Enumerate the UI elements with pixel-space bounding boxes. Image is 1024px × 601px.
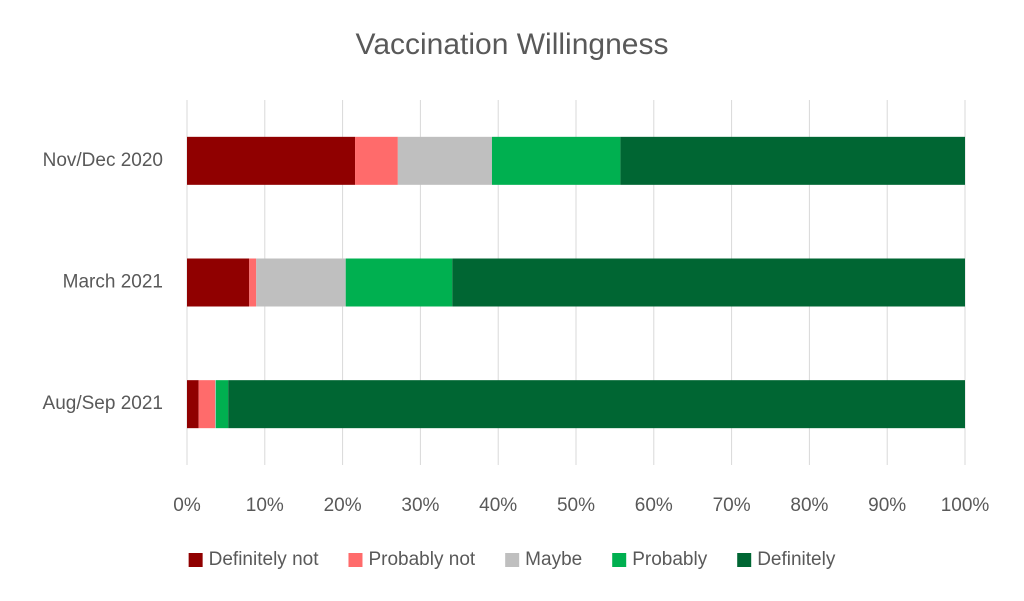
bar-segment	[187, 258, 250, 307]
bar-segment	[187, 380, 199, 429]
legend-swatch	[737, 553, 752, 567]
legend-label: Maybe	[525, 549, 582, 570]
legend-swatch	[188, 553, 203, 567]
legend-label: Definitely	[757, 549, 836, 570]
x-tick-label: 100%	[941, 495, 990, 516]
x-tick-label: 20%	[324, 495, 362, 516]
bar-segment	[345, 258, 453, 307]
x-tick-label: 0%	[173, 495, 201, 516]
bar-segment	[215, 380, 216, 429]
legend-swatch	[505, 553, 520, 567]
x-tick-label: 80%	[790, 495, 828, 516]
bar-segment	[491, 136, 621, 185]
x-tick-label: 70%	[713, 495, 751, 516]
bar-segment	[215, 380, 229, 429]
x-tick-label: 40%	[479, 495, 517, 516]
bar-segment	[187, 136, 356, 185]
legend-label: Probably not	[368, 549, 475, 570]
x-tick-label: 90%	[868, 495, 906, 516]
x-tick-label: 60%	[635, 495, 673, 516]
bar-segment	[452, 258, 966, 307]
y-tick-label: March 2021	[63, 272, 163, 293]
bar-segment	[355, 136, 398, 185]
legend-swatch	[612, 553, 627, 567]
x-tick-label: 50%	[557, 495, 595, 516]
legend-label: Definitely not	[209, 549, 320, 570]
y-tick-label: Aug/Sep 2021	[43, 393, 163, 414]
bar-segment	[397, 136, 492, 185]
chart-title: Vaccination Willingness	[356, 28, 669, 61]
bar-segment	[249, 258, 257, 307]
x-tick-label: 10%	[246, 495, 284, 516]
x-tick-label: 30%	[401, 495, 439, 516]
legend-label: Probably	[632, 549, 707, 570]
bar-segment	[198, 380, 216, 429]
y-tick-label: Nov/Dec 2020	[43, 150, 163, 171]
bar-segment	[620, 136, 965, 185]
legend-swatch	[348, 553, 363, 567]
bar-segment	[256, 258, 346, 307]
bar-segment	[228, 380, 965, 429]
